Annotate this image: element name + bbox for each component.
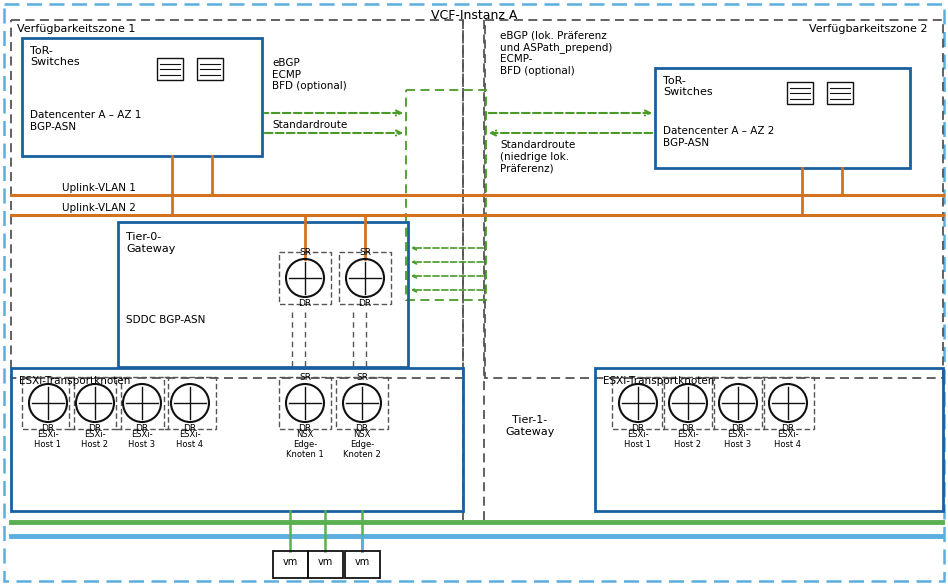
- Text: DR: DR: [42, 424, 55, 433]
- Text: ESXi-: ESXi-: [677, 430, 699, 439]
- Text: ToR-: ToR-: [30, 46, 53, 56]
- Bar: [164, 377, 216, 429]
- Bar: [22, 377, 74, 429]
- Bar: [827, 82, 853, 104]
- Text: DR: DR: [299, 424, 312, 433]
- Text: VCF-Instanz A: VCF-Instanz A: [430, 9, 518, 22]
- Bar: [69, 377, 121, 429]
- Text: ESXi-: ESXi-: [84, 430, 106, 439]
- Text: Verfügbarkeitszone 1: Verfügbarkeitszone 1: [17, 24, 136, 34]
- Bar: [762, 377, 814, 429]
- Bar: [336, 377, 388, 429]
- Text: NSX: NSX: [297, 430, 314, 439]
- Bar: [345, 551, 380, 578]
- Text: ESXi-: ESXi-: [777, 430, 799, 439]
- Text: eBGP
ECMP
BFD (optional): eBGP ECMP BFD (optional): [272, 58, 347, 91]
- Text: Gateway: Gateway: [126, 244, 175, 254]
- Bar: [712, 377, 764, 429]
- Text: Edge-: Edge-: [350, 440, 374, 449]
- Text: Uplink-VLAN 1: Uplink-VLAN 1: [62, 183, 136, 193]
- Bar: [197, 58, 223, 80]
- Text: Host 1: Host 1: [625, 440, 651, 449]
- Text: SR: SR: [299, 248, 311, 257]
- Text: Switches: Switches: [663, 87, 713, 97]
- Text: BGP-ASN: BGP-ASN: [30, 122, 76, 132]
- Bar: [279, 252, 331, 304]
- Text: Knoten 1: Knoten 1: [286, 450, 324, 459]
- Bar: [11, 368, 463, 511]
- Text: DR: DR: [631, 424, 645, 433]
- Bar: [118, 222, 408, 367]
- Text: Standardroute: Standardroute: [272, 120, 347, 130]
- Bar: [485, 20, 943, 378]
- Text: DR: DR: [732, 424, 744, 433]
- Text: ESXi-: ESXi-: [628, 430, 648, 439]
- Text: eBGP (lok. Präferenz
und ASPath_prepend)
ECMP-
BFD (optional): eBGP (lok. Präferenz und ASPath_prepend)…: [500, 30, 612, 75]
- Text: ESXi-: ESXi-: [727, 430, 749, 439]
- Text: Knoten 2: Knoten 2: [343, 450, 381, 459]
- Text: DR: DR: [183, 424, 196, 433]
- Text: DR: DR: [781, 424, 794, 433]
- Text: ESXi-Transportknoten: ESXi-Transportknoten: [19, 376, 131, 386]
- Text: Verfügbarkeitszone 2: Verfügbarkeitszone 2: [810, 24, 928, 34]
- Text: vm: vm: [318, 557, 333, 567]
- Bar: [116, 377, 168, 429]
- Text: vm: vm: [283, 557, 298, 567]
- Bar: [157, 58, 183, 80]
- Text: SR: SR: [299, 373, 311, 382]
- Bar: [273, 551, 308, 578]
- Text: Edge-: Edge-: [293, 440, 318, 449]
- Text: SR: SR: [359, 248, 371, 257]
- Text: ESXi-: ESXi-: [131, 430, 153, 439]
- Text: Host 2: Host 2: [82, 440, 108, 449]
- Text: Standardroute
(niedrige lok.
Präferenz): Standardroute (niedrige lok. Präferenz): [500, 140, 575, 173]
- Text: ESXi-Transportknoten: ESXi-Transportknoten: [603, 376, 715, 386]
- Text: Host 3: Host 3: [128, 440, 155, 449]
- Text: BGP-ASN: BGP-ASN: [663, 138, 709, 148]
- Bar: [279, 377, 331, 429]
- Bar: [612, 377, 664, 429]
- Text: Host 4: Host 4: [176, 440, 204, 449]
- Bar: [595, 368, 943, 511]
- Text: vm: vm: [355, 557, 370, 567]
- Text: SR: SR: [356, 373, 368, 382]
- Text: Switches: Switches: [30, 57, 80, 67]
- Bar: [308, 551, 343, 578]
- Bar: [11, 20, 463, 378]
- Text: Datencenter A – AZ 2: Datencenter A – AZ 2: [663, 126, 775, 136]
- Bar: [662, 377, 714, 429]
- Text: Datencenter A – AZ 1: Datencenter A – AZ 1: [30, 110, 141, 120]
- Text: NSX: NSX: [354, 430, 371, 439]
- Bar: [787, 82, 813, 104]
- Text: DR: DR: [299, 299, 312, 308]
- Bar: [406, 90, 486, 300]
- Text: DR: DR: [356, 424, 369, 433]
- Text: Gateway: Gateway: [505, 427, 555, 437]
- Text: Host 1: Host 1: [34, 440, 62, 449]
- Text: Uplink-VLAN 2: Uplink-VLAN 2: [62, 203, 136, 213]
- Bar: [339, 252, 391, 304]
- Text: Host 4: Host 4: [775, 440, 801, 449]
- Text: Host 2: Host 2: [674, 440, 702, 449]
- Text: ESXi-: ESXi-: [179, 430, 201, 439]
- Text: Host 3: Host 3: [724, 440, 752, 449]
- Text: Tier-0-: Tier-0-: [126, 232, 161, 242]
- Text: DR: DR: [682, 424, 695, 433]
- Text: SDDC BGP-ASN: SDDC BGP-ASN: [126, 315, 206, 325]
- Bar: [22, 38, 262, 156]
- Text: DR: DR: [136, 424, 149, 433]
- Text: ToR-: ToR-: [663, 76, 685, 86]
- Text: Tier-1-: Tier-1-: [512, 415, 548, 425]
- Text: ESXi-: ESXi-: [37, 430, 59, 439]
- Text: DR: DR: [88, 424, 101, 433]
- Text: DR: DR: [358, 299, 372, 308]
- Bar: [655, 68, 910, 168]
